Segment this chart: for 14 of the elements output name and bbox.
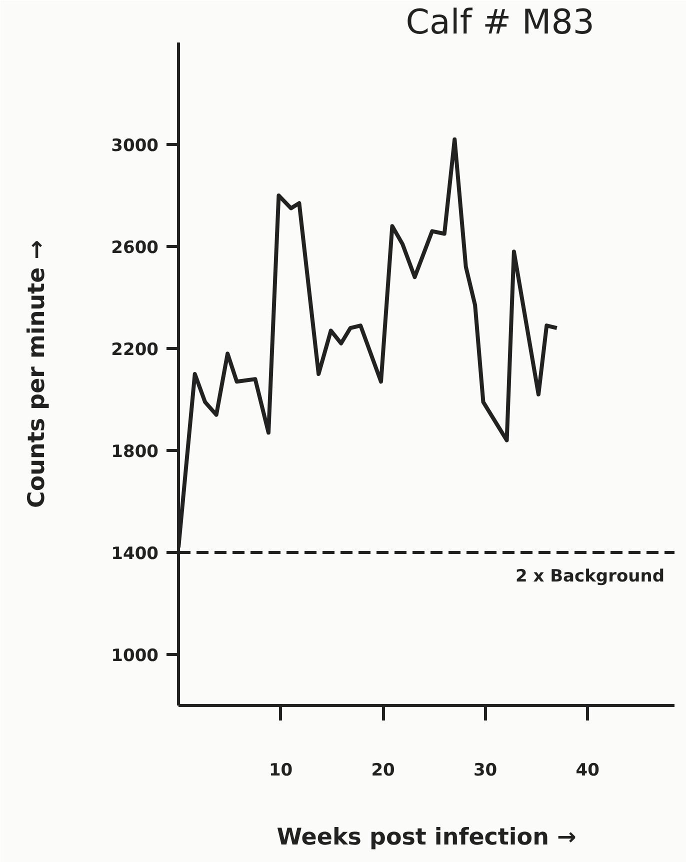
y-tick-label: 3000 bbox=[111, 136, 159, 156]
y-axis-title: Counts per minute → bbox=[24, 240, 50, 508]
ref-line-label: 2 x Background bbox=[515, 566, 665, 586]
x-tick-label: 40 bbox=[576, 760, 600, 780]
x-tick-label: 20 bbox=[371, 760, 396, 780]
y-tick-label: 1000 bbox=[111, 646, 159, 666]
y-tick-label: 1400 bbox=[111, 544, 159, 564]
chart-title: Calf # M83 bbox=[406, 2, 595, 42]
x-tick-label: 30 bbox=[473, 760, 498, 780]
y-tick-label: 2200 bbox=[111, 340, 159, 360]
y-tick-label: 1800 bbox=[111, 442, 159, 462]
x-axis-title: Weeks post infection → bbox=[276, 824, 576, 850]
y-tick-label: 2600 bbox=[111, 238, 159, 258]
x-tick-label: 10 bbox=[268, 760, 293, 780]
